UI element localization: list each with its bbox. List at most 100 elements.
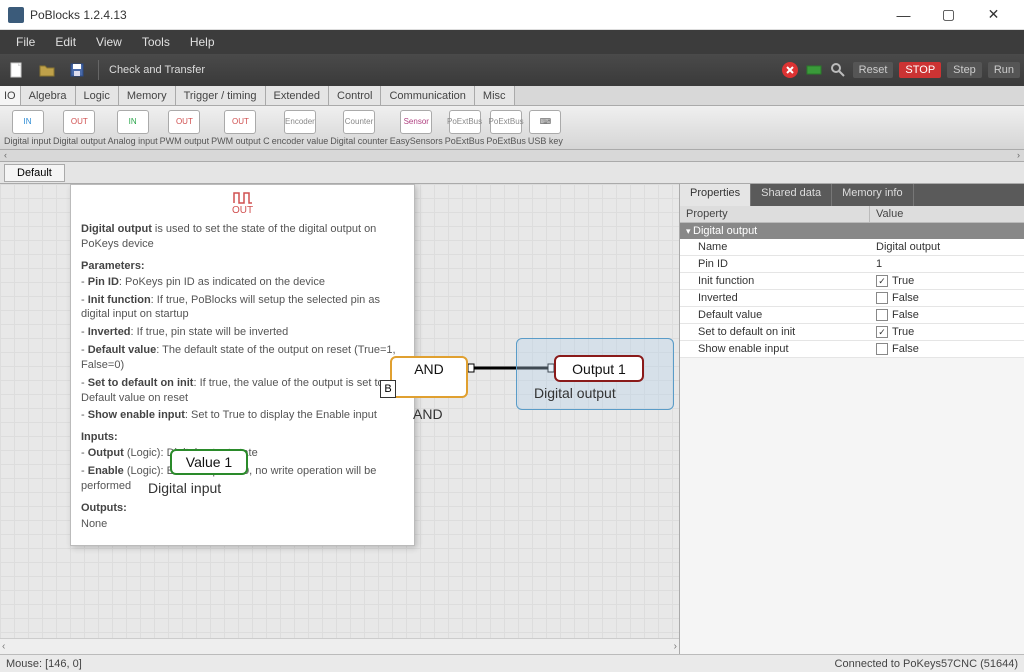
tab-communication[interactable]: Communication [381,86,474,105]
tab-control[interactable]: Control [329,86,381,105]
side-tab-shared-data[interactable]: Shared data [751,184,832,206]
tab-misc[interactable]: Misc [475,86,515,105]
save-file-icon[interactable] [64,57,90,83]
tooltip-param: - Show enable input: Set to True to disp… [81,408,404,423]
side-panel: Properties Shared data Memory info Prope… [679,184,1024,654]
reset-button[interactable]: Reset [853,62,894,78]
status-connection: Connected to PoKeys57CNC (51644) [835,658,1018,670]
property-row[interactable]: Set to default on init✓True [680,324,1024,341]
tooltip-icon: OUT [81,191,404,216]
menu-view[interactable]: View [86,35,132,49]
ribbon-item-digital-counter[interactable]: CounterDigital counter [330,110,388,146]
property-key: Set to default on init [680,324,870,340]
property-value[interactable]: ✓True [870,324,1024,340]
property-value[interactable]: ✓True [870,273,1024,289]
checkbox-icon[interactable]: ✓ [876,326,888,338]
new-file-icon[interactable] [4,57,30,83]
open-file-icon[interactable] [34,57,60,83]
ribbon-item-digital-input[interactable]: INDigital input [4,110,51,146]
node-and-label: AND [413,406,443,422]
ribbon-item-analog-input[interactable]: INAnalog input [108,110,158,146]
tab-algebra[interactable]: Algebra [21,86,76,105]
property-row[interactable]: Init function✓True [680,273,1024,290]
menu-file[interactable]: File [6,35,45,49]
property-row[interactable]: Pin ID1 [680,256,1024,273]
tooltip-param: - Set to default on init: If true, the v… [81,376,404,406]
property-value[interactable]: Digital output [870,239,1024,255]
toolbar-right-group: Reset STOP Step Run [781,61,1020,79]
ribbon-item-usb-key[interactable]: ⌨USB key [528,110,563,146]
checkbox-icon[interactable] [876,309,888,321]
node-and[interactable]: AND [390,356,468,398]
sheet-tabs: Default [0,162,1024,184]
node-output-1[interactable]: Output 1 [554,355,644,382]
ribbon-label: EasySensors [390,136,443,146]
property-key: Pin ID [680,256,870,272]
property-key: Init function [680,273,870,289]
property-key: Inverted [680,290,870,306]
property-value[interactable]: False [870,341,1024,357]
checkbox-icon[interactable]: ✓ [876,275,888,287]
main-area: OUT Digital output is used to set the st… [0,184,1024,654]
property-row[interactable]: Default valueFalse [680,307,1024,324]
close-button[interactable]: ✕ [971,1,1016,29]
ribbon-item-pwm-output[interactable]: OUTPWM output [160,110,210,146]
property-key: Show enable input [680,341,870,357]
side-tab-memory-info[interactable]: Memory info [832,184,914,206]
property-value[interactable]: False [870,290,1024,306]
check-transfer-button[interactable]: Check and Transfer [103,64,211,76]
tab-logic[interactable]: Logic [76,86,119,105]
node-value-1[interactable]: Value 1 [170,449,248,475]
tab-memory[interactable]: Memory [119,86,176,105]
run-button[interactable]: Run [988,62,1020,78]
ribbon-item-poextbus[interactable]: PoExtBus PoExtBus [445,110,485,146]
search-icon[interactable] [829,61,847,79]
ribbon-scroll-indicator: ‹› [0,150,1024,162]
category-tabs: IO Algebra Logic Memory Trigger / timing… [0,86,1024,106]
ribbon-item-pwm-output-c[interactable]: OUTPWM output C [211,110,270,146]
property-value[interactable]: 1 [870,256,1024,272]
tooltip-param: - Pin ID: PoKeys pin ID as indicated on … [81,275,404,290]
properties-group-title[interactable]: Digital output [680,223,1024,239]
ribbon-item-easysensors[interactable]: SensorEasySensors [390,110,443,146]
menu-tools[interactable]: Tools [132,35,180,49]
ribbon-scroll-left[interactable]: ‹ [4,150,7,161]
maximize-button[interactable]: ▢ [926,1,971,29]
error-status-icon[interactable] [781,61,799,79]
property-value[interactable]: False [870,307,1024,323]
tooltip-icon-label: OUT [232,205,253,216]
property-row[interactable]: NameDigital output [680,239,1024,256]
window-controls: — ▢ ✕ [881,1,1016,29]
tooltip-param: - Default value: The default state of th… [81,343,404,373]
canvas-scrollbar-h[interactable]: ‹› [0,638,679,654]
checkbox-icon[interactable] [876,343,888,355]
property-key: Name [680,239,870,255]
tab-trigger-timing[interactable]: Trigger / timing [176,86,266,105]
ribbon-item-poextbus[interactable]: PoExtBusPoExtBus [486,110,526,146]
stop-button[interactable]: STOP [899,62,941,78]
tab-io[interactable]: IO [0,86,21,105]
side-tab-properties[interactable]: Properties [680,184,751,206]
ribbon-label: PoExtBus [445,136,485,146]
ribbon-icon: ⌨ [529,110,561,134]
block-tooltip: OUT Digital output is used to set the st… [70,184,415,546]
sheet-tab-default[interactable]: Default [4,164,65,182]
menu-edit[interactable]: Edit [45,35,86,49]
ribbon-item-digital-output[interactable]: OUTDigital output [53,110,106,146]
property-row[interactable]: Show enable inputFalse [680,341,1024,358]
ribbon-label: Digital counter [330,136,388,146]
canvas[interactable]: OUT Digital output is used to set the st… [0,184,679,654]
tooltip-inputs-header: Inputs: [81,431,118,443]
menu-help[interactable]: Help [180,35,225,49]
tab-extended[interactable]: Extended [266,86,329,105]
ribbon-item-encoder-value[interactable]: Encoderencoder value [272,110,329,146]
step-button[interactable]: Step [947,62,982,78]
property-row[interactable]: InvertedFalse [680,290,1024,307]
node-and-port-b[interactable]: B [380,380,396,398]
minimize-button[interactable]: — [881,1,926,29]
ribbon-icon: PoExtBus [449,110,481,134]
checkbox-icon[interactable] [876,292,888,304]
toolbar-divider [98,60,99,80]
ribbon-scroll-right[interactable]: › [1017,150,1020,161]
device-status-icon[interactable] [805,61,823,79]
